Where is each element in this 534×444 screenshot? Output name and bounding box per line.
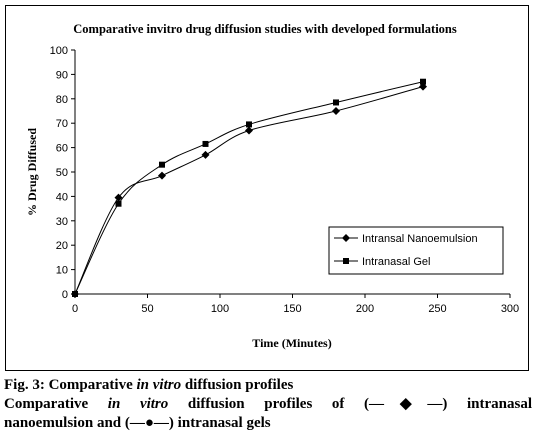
caption-body-a: Comparative: [4, 396, 108, 412]
caption-body-italic: in vitro: [107, 396, 169, 412]
y-tick-label: 80: [56, 94, 68, 106]
legend-label-gel: Intranasal Gel: [362, 256, 430, 268]
caption-body-c: nanoemulsion and (—●—) intranasal gels: [4, 415, 271, 431]
x-axis-label: Time (Minutes): [252, 336, 331, 350]
x-tick-label: 200: [356, 303, 374, 315]
y-tick-label: 10: [56, 265, 68, 277]
y-tick-label: 50: [56, 167, 68, 179]
data-point-square: [420, 78, 426, 85]
caption-title: Fig. 3: Comparative in vitro diffusion p…: [4, 376, 532, 395]
data-point-square: [246, 121, 252, 128]
y-tick-label: 90: [56, 69, 68, 81]
legend-marker-gel: [343, 258, 349, 264]
figure-caption: Fig. 3: Comparative in vitro diffusion p…: [4, 376, 532, 433]
data-point-square: [333, 99, 339, 106]
x-tick-label: 250: [428, 303, 446, 315]
data-point-square: [159, 161, 165, 168]
y-tick-label: 40: [56, 191, 68, 203]
legend-label-nanoemulsion: Intransal Nanoemulsion: [362, 233, 478, 245]
series-layer: [71, 78, 427, 298]
data-point-diamond: [158, 171, 166, 180]
data-point-diamond: [201, 150, 210, 159]
y-tick-label: 70: [56, 118, 68, 130]
data-point-diamond: [114, 193, 123, 202]
y-tick-label: 100: [50, 45, 68, 57]
x-ticks: 0 50 100 150 200 250 300: [72, 294, 519, 315]
chart-svg: Comparative invitro drug diffusion studi…: [25, 22, 519, 350]
y-axis-label: % Drug Diffused: [25, 128, 39, 216]
caption-body-line-2: nanoemulsion and (—●—) intranasal gels: [4, 414, 532, 433]
caption-body-b: diffusion profiles of (—◆—) intranasal: [168, 396, 533, 412]
x-tick-label: 50: [141, 303, 153, 315]
data-point-square: [72, 291, 78, 297]
x-tick-label: 150: [283, 303, 301, 315]
y-tick-label: 30: [56, 216, 68, 228]
chart-title: Comparative invitro drug diffusion studi…: [73, 22, 457, 36]
data-point-square: [115, 200, 122, 207]
data-point-square: [202, 140, 209, 147]
caption-body-line-1: Comparative in vitro diffusion profiles …: [4, 395, 532, 414]
caption-fig-rest: diffusion profiles: [181, 377, 294, 393]
y-ticks: 0 10 20 30 40 50 60 70 80 90 100: [50, 45, 75, 301]
y-tick-label: 0: [62, 289, 68, 301]
data-point-diamond: [332, 107, 340, 115]
y-tick-label: 60: [56, 143, 68, 155]
y-tick-label: 20: [56, 240, 68, 252]
x-tick-label: 0: [72, 303, 78, 315]
chart-frame: [5, 5, 529, 371]
caption-fig-label: Fig. 3: Comparative: [4, 377, 137, 393]
data-point-diamond: [245, 126, 253, 135]
legend-marker-nanoemulsion: [342, 234, 350, 242]
legend-box: [328, 226, 504, 275]
legend: Intransal Nanoemulsion Intranasal Gel: [328, 226, 504, 275]
x-tick-label: 100: [211, 303, 229, 315]
caption-fig-italic: in vitro: [136, 377, 182, 393]
x-tick-label: 300: [501, 303, 519, 315]
